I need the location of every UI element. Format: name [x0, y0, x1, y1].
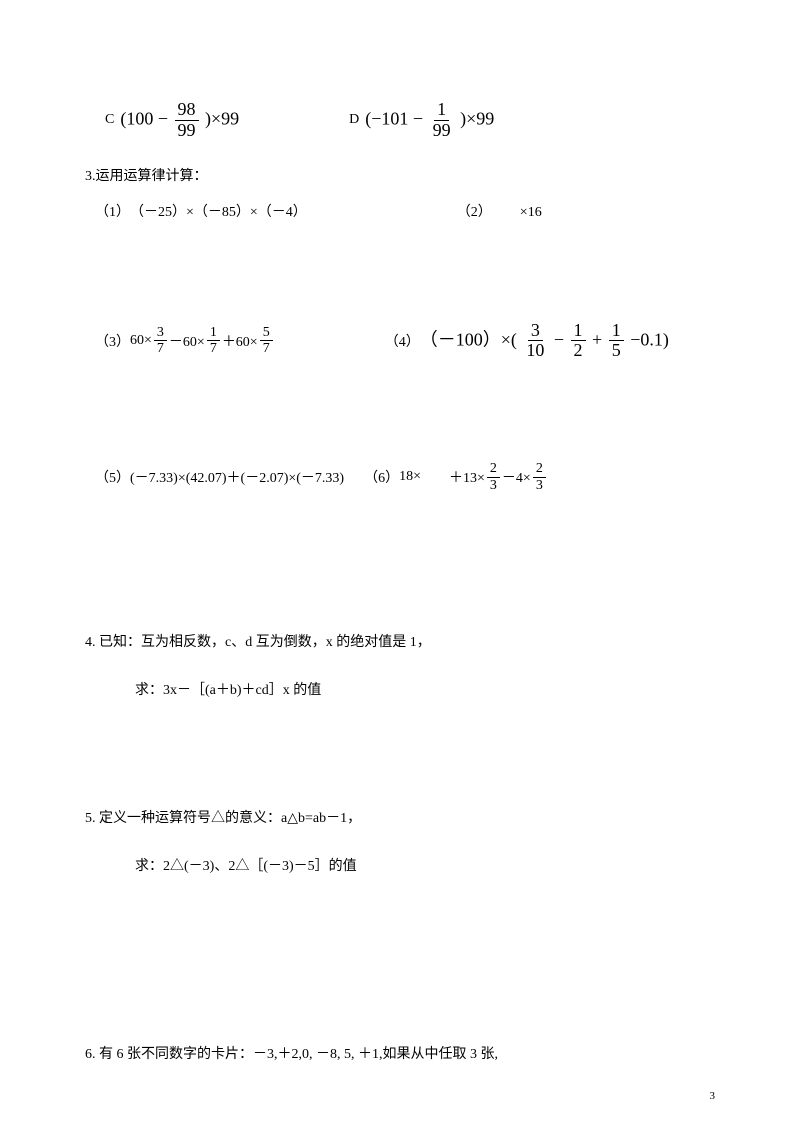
q6-line1: 6. 有 6 张不同数字的卡片：－3,＋2,0, －8, 5, ＋1,如果从中任… [85, 1043, 715, 1063]
q3-p4: （4） （－100）×( 3 10 − 1 2 + 1 5 −0.1) [385, 321, 669, 362]
q5-line1: 5. 定义一种运算符号△的意义：a△b=ab－1， [85, 807, 715, 827]
q3-p6: （6） 18× ＋13× 2 3 －4× 2 3 [364, 461, 548, 493]
q3-p3-frac1: 3 7 [154, 325, 167, 357]
q4-line1: 4. 已知：互为相反数，c、d 互为倒数，x 的绝对值是 1， [85, 631, 715, 651]
q4-line2: 求：3x－［(a＋b)＋cd］x 的值 [135, 679, 715, 699]
option-d-fraction: 1 99 [430, 100, 454, 141]
q3-row-3-4: （3） 60× 3 7 －60× 1 7 ＋60× 5 7 （4） （－100）… [85, 321, 715, 362]
q3-p4-frac1: 3 10 [523, 321, 547, 362]
option-c-fraction: 98 99 [175, 100, 199, 141]
q3-p4-frac3: 1 5 [609, 321, 624, 362]
option-c-expr: (100 − 98 99 )×99 [120, 100, 239, 141]
option-c-label: C [105, 112, 114, 128]
option-d-expr: (−101 − 1 99 )×99 [365, 100, 494, 141]
q3-p1: （1） （－25）×（－85）×（－4） [95, 201, 307, 221]
option-c: C (100 − 98 99 )×99 [105, 100, 239, 141]
option-d: D (−101 − 1 99 )×99 [349, 100, 494, 141]
q3-p5: （5） (－7.33)×(42.07)＋(－2.07)×(－7.33) [95, 461, 344, 493]
q3-row-5-6: （5） (－7.33)×(42.07)＋(－2.07)×(－7.33) （6） … [85, 461, 715, 493]
options-row: C (100 − 98 99 )×99 D (−101 − 1 99 )×99 [85, 100, 715, 141]
q3-p4-frac2: 1 2 [571, 321, 586, 362]
page-number: 3 [710, 1090, 716, 1102]
q3-p3-frac3: 5 7 [260, 325, 273, 357]
q3-p6-frac2: 2 3 [533, 461, 546, 493]
q3-title: 3.运用运算律计算： [85, 165, 715, 185]
q3-p3-frac2: 1 7 [207, 325, 220, 357]
q3-p2: （2） ×16 [457, 201, 542, 221]
option-d-label: D [349, 112, 359, 128]
q3-p6-frac1: 2 3 [487, 461, 500, 493]
q5-line2: 求：2△(－3)、2△［(－3)－5］的值 [135, 855, 715, 875]
q3-p3: （3） 60× 3 7 －60× 1 7 ＋60× 5 7 [95, 321, 275, 362]
q3-row-1-2: （1） （－25）×（－85）×（－4） （2） ×16 [85, 201, 715, 221]
